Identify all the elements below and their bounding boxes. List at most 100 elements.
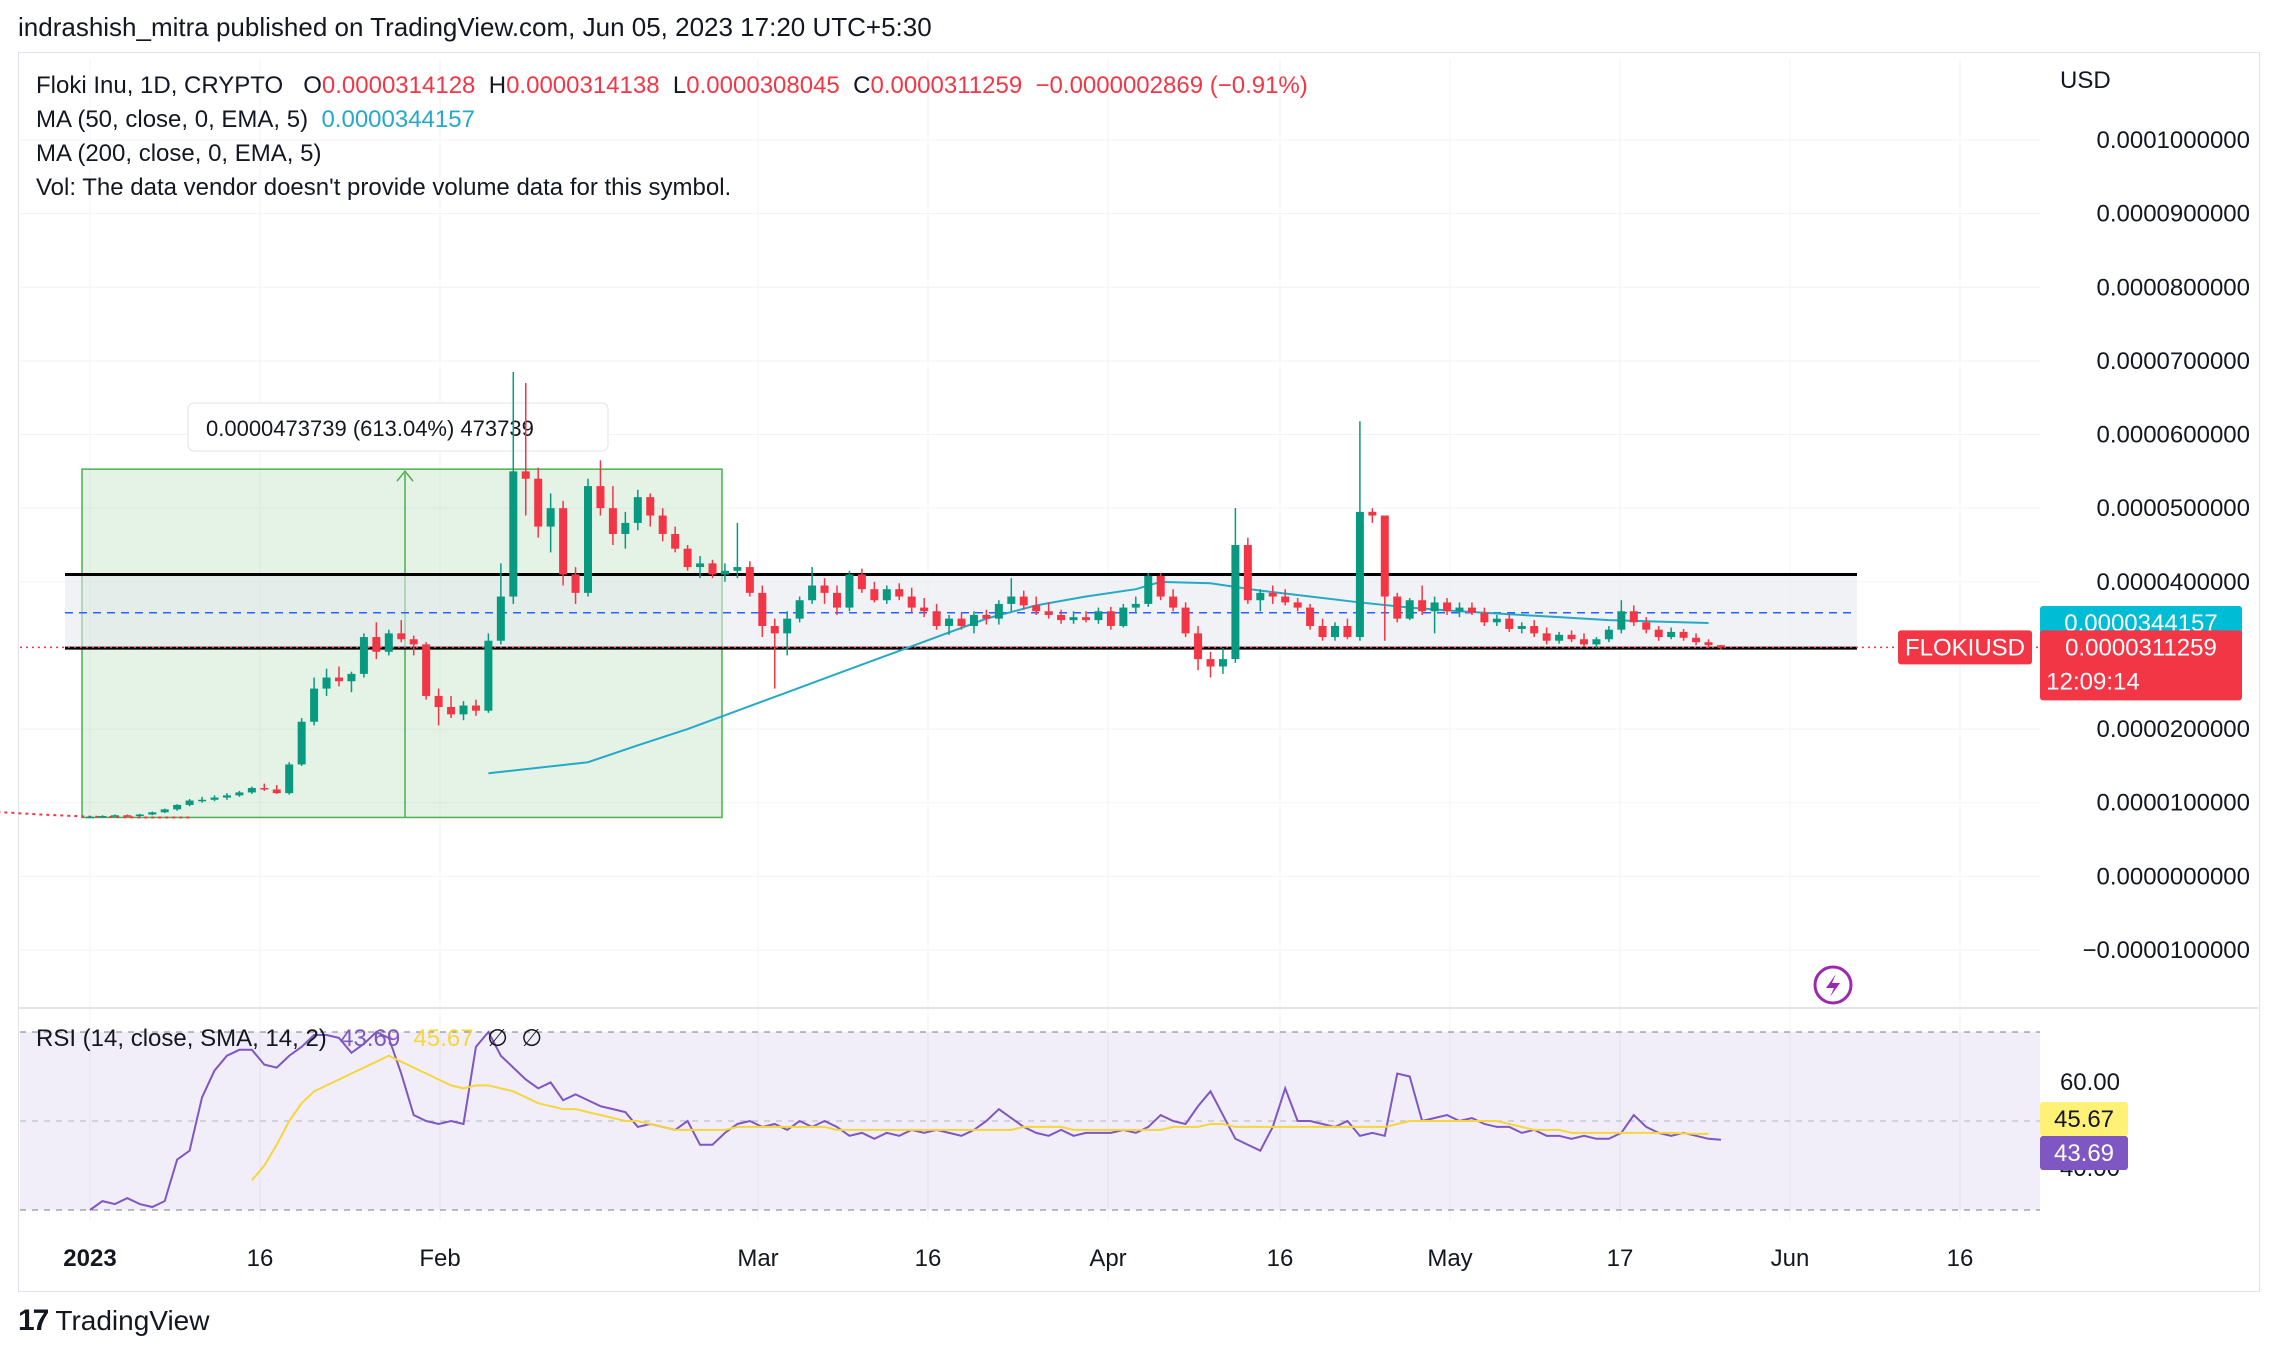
candle-71 [969, 611, 978, 634]
candle-62 [857, 568, 866, 593]
candle-116 [1530, 620, 1539, 638]
candle-41 [596, 460, 605, 516]
x-tick-0: 2023 [63, 1245, 116, 1272]
publisher-line: indrashish_mitra published on TradingVie… [18, 12, 932, 42]
candle-50 [708, 559, 717, 579]
legend-l-label: L [672, 72, 687, 99]
candle-75 [1019, 590, 1028, 610]
candle-25 [397, 620, 406, 643]
legend-ma50-value: 0.0000344157 [321, 106, 475, 133]
legend-h-value: 0.0000314138 [506, 72, 660, 99]
candle-44 [633, 489, 642, 531]
last-price-value: 0.0000311259 [2065, 634, 2217, 661]
candle-28 [434, 688, 443, 726]
currency-label: USD [2060, 67, 2111, 94]
x-tick-6: 16 [1267, 1245, 1294, 1272]
candle-72 [982, 609, 991, 625]
candle-99 [1318, 618, 1327, 641]
svg-text:FLOKIUSD: FLOKIUSD [1905, 634, 2025, 661]
candle-11 [222, 793, 231, 800]
candle-83 [1119, 603, 1128, 628]
candle-54 [758, 585, 767, 638]
price-tick-0: 0.0001000000 [2097, 127, 2251, 154]
rsi-sma-tag: 45.67 [2040, 1102, 2128, 1136]
candle-70 [957, 612, 966, 630]
candle-32 [484, 633, 493, 713]
tradingview-brand[interactable]: 17 TradingView [18, 1304, 209, 1338]
candle-21 [347, 671, 356, 693]
candle-77 [1044, 602, 1053, 619]
candle-126 [1654, 626, 1663, 641]
candle-113 [1492, 614, 1501, 626]
legend-change: −0.0000002869 (−0.91%) [1035, 72, 1308, 99]
x-tick-3: Mar [737, 1245, 778, 1272]
candle-104 [1380, 515, 1389, 641]
candle-92 [1231, 508, 1240, 663]
annotations: 0.0000473739 (613.04%) 473739 [20, 402, 2040, 819]
candle-117 [1542, 627, 1551, 645]
candle-39 [571, 567, 580, 604]
candle-114 [1505, 614, 1514, 632]
candle-58 [808, 567, 817, 604]
candle-27 [422, 642, 431, 700]
legend-l-value: 0.0000308045 [686, 72, 840, 99]
x-tick-8: 17 [1607, 1245, 1634, 1272]
candle-10 [210, 795, 219, 802]
candle-110 [1455, 602, 1464, 618]
candle-6 [160, 808, 169, 814]
candle-37 [546, 493, 555, 553]
x-tick-5: Apr [1089, 1245, 1126, 1272]
countdown: 12:09:14 [2046, 668, 2139, 695]
candle-85 [1144, 572, 1153, 607]
candle-8 [185, 799, 194, 807]
candle-90 [1206, 651, 1215, 678]
tradingview-brand-text: TradingView [55, 1305, 210, 1336]
range-box [65, 574, 1857, 649]
legend-volume: Vol: The data vendor doesn't provide vol… [36, 174, 732, 201]
candle-68 [932, 603, 941, 630]
candle-40 [584, 478, 592, 597]
candle-125 [1642, 617, 1651, 634]
candle-36 [534, 467, 543, 538]
candle-65 [895, 583, 904, 601]
candle-78 [1057, 609, 1066, 624]
candle-109 [1443, 598, 1452, 615]
candle-67 [920, 598, 929, 618]
candle-19 [322, 668, 331, 696]
candle-34 [509, 371, 518, 604]
rsi-lines [89, 1030, 1722, 1211]
candle-96 [1281, 589, 1290, 606]
x-tick-9: Jun [1771, 1245, 1810, 1272]
candle-52 [733, 522, 742, 579]
candle-108 [1430, 596, 1439, 634]
price-tick-5: 0.0000500000 [2097, 495, 2251, 522]
candle-84 [1131, 596, 1140, 613]
price-tick-3: 0.0000700000 [2097, 348, 2251, 375]
candle-122 [1604, 626, 1613, 643]
tradingview-logo-icon: 17 [18, 1304, 49, 1337]
measure-arrow-head [396, 469, 414, 482]
candle-46 [658, 508, 667, 542]
legend-ma50-label: MA (50, close, 0, EMA, 5) [36, 106, 309, 133]
candle-112 [1480, 607, 1489, 626]
candle-13 [247, 786, 256, 794]
axes: USD 0.0001000000 0.0000900000 0.0000800000 0… [63, 67, 2250, 1272]
candle-91 [1218, 648, 1227, 674]
candle-55 [770, 618, 779, 689]
candle-69 [945, 614, 954, 635]
candle-53 [745, 561, 754, 597]
candle-49 [696, 556, 705, 579]
candle-130 [1704, 639, 1713, 649]
candle-100 [1331, 622, 1339, 641]
rsi-line [89, 1030, 1722, 1211]
price-tick-1: 0.0000900000 [2097, 201, 2251, 228]
candle-87 [1169, 589, 1178, 612]
rsi-legend-sma: 45.67 [413, 1025, 474, 1052]
candle-22 [359, 633, 368, 678]
chart-frame [18, 52, 2260, 1292]
candle-88 [1181, 602, 1190, 638]
candle-131 [1716, 645, 1725, 650]
candle-79 [1069, 611, 1078, 624]
